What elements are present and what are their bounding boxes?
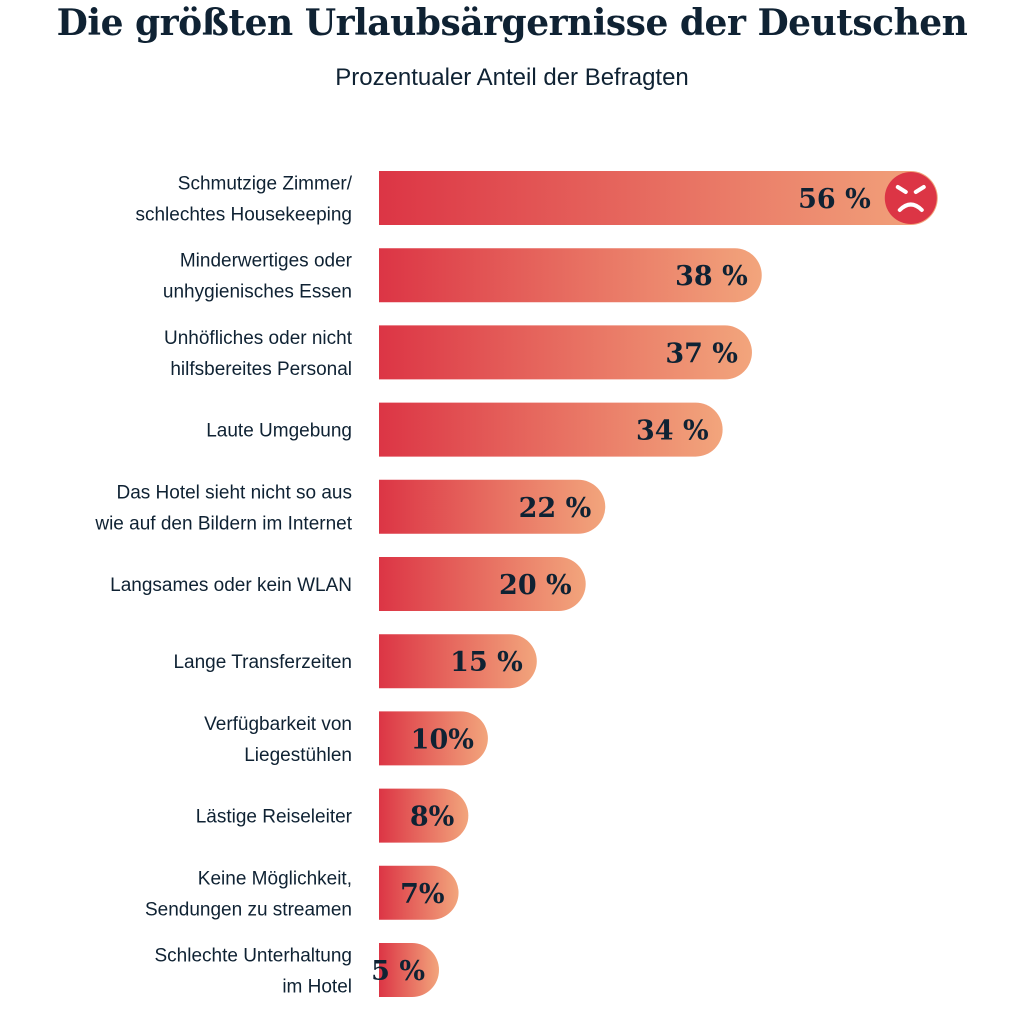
bar — [379, 865, 459, 920]
value-label: 22 % — [519, 493, 592, 524]
value-label: 34 % — [636, 416, 709, 447]
value-label: 37 % — [665, 338, 738, 369]
bar — [379, 943, 439, 997]
category-label: Schmutzige Zimmer/ — [178, 174, 353, 195]
bar — [379, 634, 537, 689]
value-label: 10% — [411, 724, 474, 755]
category-label: Schlechte Unterhaltung — [154, 946, 352, 967]
value-label: 5 % — [371, 956, 425, 987]
bar — [379, 402, 723, 457]
bar — [379, 248, 762, 303]
category-label: Laute Umgebung — [206, 421, 352, 442]
value-label: 56 % — [798, 184, 871, 215]
category-label: Unhöfliches oder nicht — [164, 328, 353, 349]
category-label: Lästige Reiseleiter — [196, 807, 353, 828]
bar — [379, 788, 469, 843]
value-label: 20 % — [499, 570, 572, 601]
value-label: 38 % — [675, 261, 748, 292]
category-label: unhygienisches Essen — [163, 282, 352, 303]
bar — [379, 479, 606, 534]
category-label: Minderwertiges oder — [180, 251, 353, 272]
category-label: Verfügbarkeit von — [204, 714, 352, 735]
category-label: Langsames oder kein WLAN — [110, 575, 352, 596]
value-label: 8% — [410, 802, 454, 833]
chart-title: Die größten Urlaubsärgernisse der Deutsc… — [56, 2, 968, 44]
bar — [379, 557, 586, 611]
category-label: Keine Möglichkeit, — [198, 868, 352, 889]
category-label: Liegestühlen — [244, 745, 352, 766]
category-label: wie auf den Bildern im Internet — [94, 513, 352, 534]
category-label: Lange Transferzeiten — [173, 652, 352, 673]
category-label: im Hotel — [282, 977, 352, 998]
angry-face-icon — [884, 172, 937, 224]
chart-subtitle: Prozentualer Anteil der Befragten — [335, 64, 689, 91]
category-label: Sendungen zu streamen — [145, 899, 352, 920]
category-label: hilfsbereites Personal — [170, 359, 352, 380]
bar — [379, 325, 752, 380]
bar — [379, 711, 488, 766]
value-label: 15 % — [450, 647, 523, 678]
value-label: 7% — [400, 879, 444, 910]
category-label: Das Hotel sieht nicht so aus — [116, 482, 352, 503]
bar — [379, 171, 938, 225]
category-label: schlechtes Housekeeping — [135, 205, 352, 226]
